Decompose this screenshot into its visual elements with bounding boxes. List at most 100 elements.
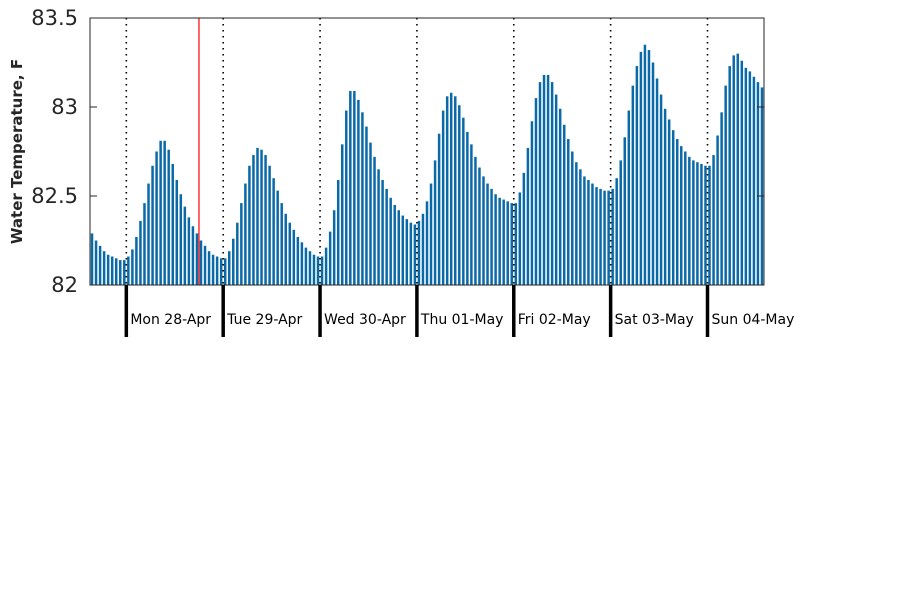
plot-area-frame: [89, 17, 765, 286]
bar: [760, 87, 764, 285]
bar: [429, 183, 433, 285]
bar: [587, 179, 590, 285]
bar: [268, 165, 271, 285]
x-axis-days: Mon 28-Apr Tue 29-Apr Wed 30-Apr Thu 01-May…: [124, 285, 794, 337]
bar: [425, 201, 429, 285]
bar: [127, 256, 130, 285]
bar: [740, 60, 744, 285]
bar: [748, 71, 752, 286]
bar: [502, 199, 505, 285]
bar: [316, 256, 320, 285]
bar: [680, 146, 683, 285]
bar: [320, 256, 324, 285]
bar: [583, 176, 586, 285]
bar: [409, 222, 413, 285]
bar: [324, 247, 328, 285]
bar: [332, 210, 336, 285]
bar: [720, 112, 723, 285]
bar: [704, 165, 707, 285]
bar: [159, 140, 162, 285]
y-axis-label: Water Temperature, F: [8, 59, 26, 244]
bar: [252, 155, 255, 285]
bar: [716, 135, 719, 285]
bar: [667, 119, 671, 286]
bar: [106, 254, 110, 285]
bar: [328, 231, 332, 285]
bar: [292, 229, 296, 285]
bar: [219, 258, 223, 285]
y-tick-label: 82: [51, 273, 78, 297]
bar: [433, 160, 437, 285]
bar: [623, 137, 627, 285]
bar: [349, 90, 352, 285]
bar: [377, 169, 380, 285]
bar: [688, 156, 691, 285]
bar: [401, 215, 405, 285]
bar: [639, 51, 643, 285]
bar: [336, 179, 340, 285]
bar: [195, 233, 199, 285]
bar: [280, 203, 283, 285]
bar: [139, 220, 142, 285]
bar: [724, 85, 727, 285]
bar: [98, 245, 102, 285]
day-label: Mon 28-Apr: [130, 312, 211, 328]
bar: [110, 256, 114, 285]
bar-series: [90, 44, 764, 286]
bar: [470, 144, 473, 285]
bar: [458, 105, 461, 285]
bar: [211, 254, 215, 285]
bar: [554, 94, 558, 285]
y-tick-label: 83: [51, 95, 78, 119]
bar: [405, 219, 409, 285]
bar: [530, 121, 534, 286]
bar: [131, 249, 134, 285]
bar: [264, 155, 267, 285]
bar: [474, 156, 477, 285]
bar: [659, 94, 663, 285]
bar: [373, 156, 376, 285]
bar: [385, 188, 388, 285]
bar: [114, 258, 118, 285]
day-label: Sat 03-May: [615, 312, 694, 328]
bar: [506, 201, 509, 285]
bar: [663, 108, 667, 285]
bar: [175, 179, 179, 285]
bar: [712, 155, 715, 285]
bar: [534, 98, 538, 285]
bar: [671, 130, 675, 285]
bar: [260, 149, 263, 285]
bar: [123, 260, 126, 285]
bar: [207, 251, 211, 285]
bar: [651, 62, 655, 285]
bar: [147, 183, 150, 285]
bar: [684, 151, 687, 285]
bar: [595, 187, 598, 285]
bar: [631, 85, 635, 285]
bar: [445, 96, 449, 285]
bar: [466, 131, 469, 285]
bar: [151, 165, 154, 285]
y-tick-label: 83.5: [31, 6, 78, 30]
bar: [171, 163, 174, 285]
bar: [708, 165, 711, 285]
day-label: Fri 02-May: [518, 312, 591, 328]
bar: [143, 203, 146, 285]
bar: [550, 82, 554, 285]
bar: [611, 188, 614, 285]
bar: [643, 44, 647, 286]
bar: [538, 82, 542, 285]
bar: [603, 190, 606, 285]
bar: [627, 110, 631, 285]
bar: [486, 183, 489, 285]
bar: [675, 139, 679, 285]
bar: [575, 162, 578, 285]
bar: [591, 183, 594, 285]
bar: [244, 183, 247, 285]
bar: [345, 110, 348, 285]
bar: [191, 226, 195, 285]
bar: [381, 179, 384, 285]
day-label: Thu 01-May: [420, 312, 504, 328]
bar: [94, 240, 98, 285]
bar: [397, 210, 400, 285]
